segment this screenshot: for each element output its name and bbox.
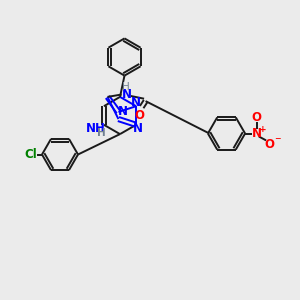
Text: H: H xyxy=(122,82,130,92)
Text: ⁻: ⁻ xyxy=(274,135,281,148)
Text: Cl: Cl xyxy=(24,148,37,161)
Text: N: N xyxy=(118,105,128,119)
Text: O: O xyxy=(251,111,262,124)
Text: O: O xyxy=(264,137,274,151)
Text: H: H xyxy=(97,128,106,138)
Text: +: + xyxy=(259,125,267,134)
Text: NH: NH xyxy=(85,122,105,135)
Text: N: N xyxy=(131,95,141,109)
Text: N: N xyxy=(251,127,262,140)
Text: N: N xyxy=(133,122,142,136)
Text: O: O xyxy=(135,109,145,122)
Text: N: N xyxy=(122,88,132,101)
